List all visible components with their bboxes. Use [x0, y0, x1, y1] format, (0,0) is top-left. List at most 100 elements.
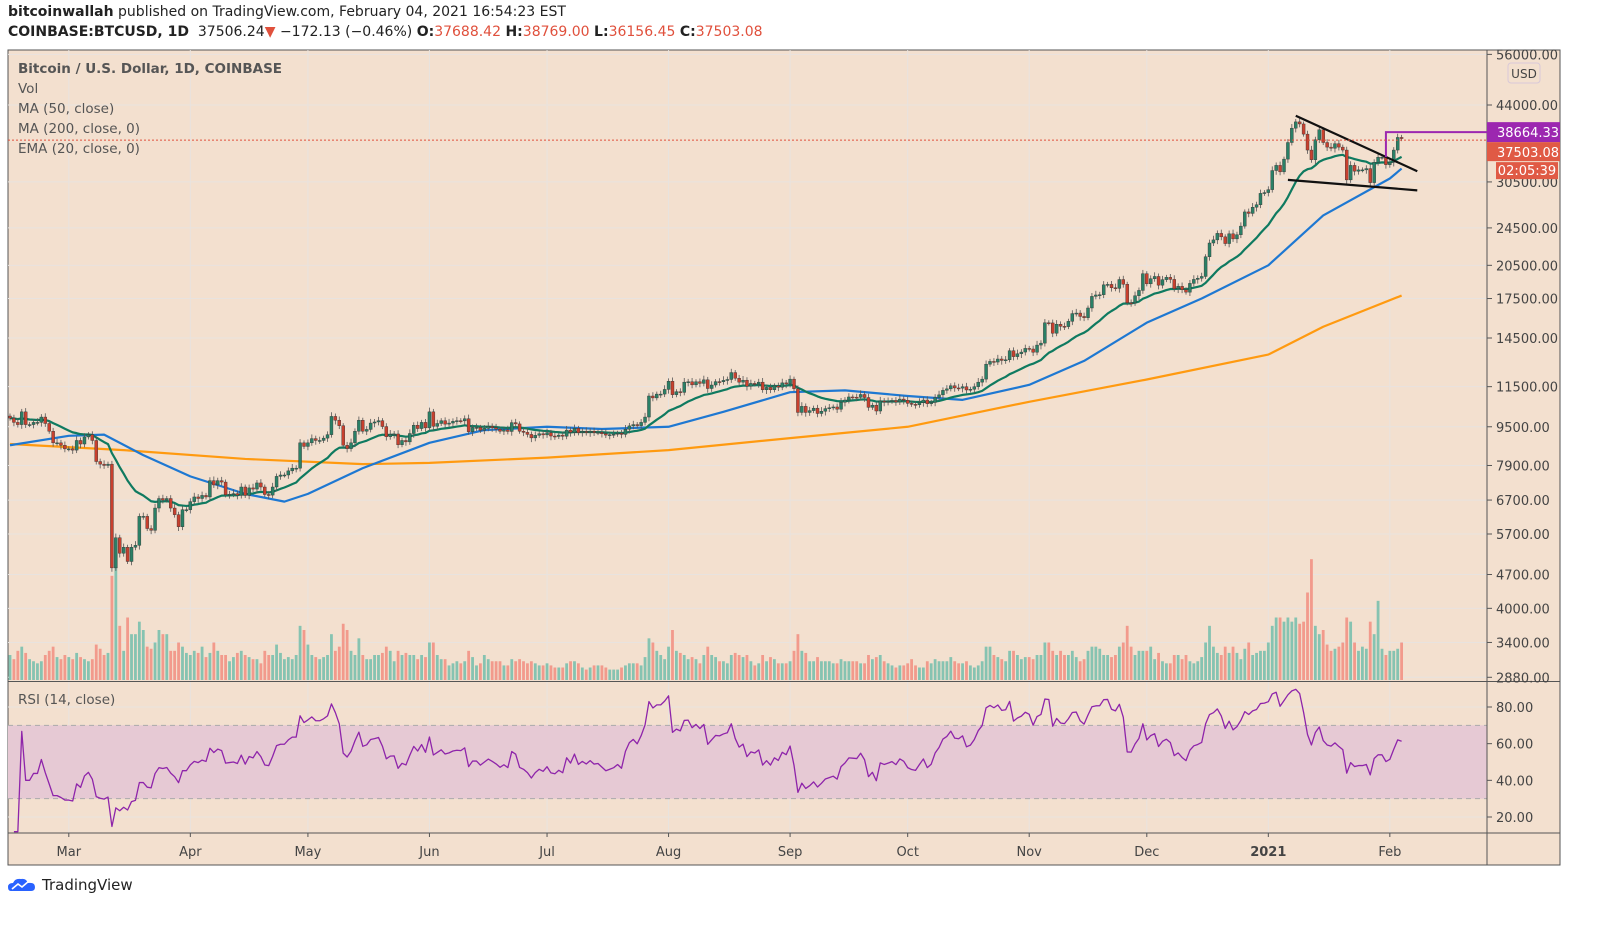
- candle-up: [631, 424, 635, 427]
- candle-up: [27, 424, 32, 426]
- volume-bar: [584, 669, 588, 680]
- volume-bar: [1047, 642, 1051, 680]
- candle-down: [549, 432, 553, 437]
- candle-up: [666, 381, 671, 390]
- volume-bar: [678, 652, 682, 680]
- volume-bar: [635, 663, 639, 680]
- candle-up: [255, 482, 259, 490]
- volume-bar: [79, 657, 82, 680]
- candle-up: [1199, 276, 1204, 279]
- candle-up: [1262, 192, 1267, 194]
- candle-down: [882, 400, 886, 403]
- volume-bar: [20, 646, 24, 680]
- candle-down: [345, 445, 349, 449]
- candle-up: [960, 386, 965, 389]
- candle-up: [129, 547, 134, 562]
- candle-up: [1254, 204, 1259, 208]
- volume-bar: [529, 661, 533, 680]
- volume-bar: [1035, 655, 1039, 680]
- volume-bar: [643, 657, 647, 680]
- volume-bar: [102, 655, 106, 680]
- candle-up: [114, 537, 118, 569]
- candle-up: [1090, 296, 1094, 309]
- candle-down: [333, 416, 338, 421]
- volume-bar: [588, 667, 592, 680]
- candle-up: [180, 509, 185, 527]
- candle-up: [1117, 279, 1122, 289]
- volume-bar: [957, 663, 961, 680]
- volume-bar: [1055, 655, 1059, 680]
- candle-down: [466, 418, 471, 432]
- candle-up: [980, 378, 984, 383]
- volume-bar: [188, 655, 192, 680]
- candle-up: [886, 401, 890, 403]
- volume-bar: [835, 663, 839, 680]
- volume-bar: [1031, 659, 1035, 680]
- volume-bar: [106, 652, 110, 680]
- candle-up: [580, 431, 585, 434]
- volume-bar: [475, 665, 478, 680]
- legend-ma200[interactable]: MA (200, close, 0): [18, 121, 141, 137]
- candle-up: [749, 383, 753, 387]
- legend-ma50[interactable]: MA (50, close): [18, 101, 115, 117]
- volume-bar: [996, 657, 1000, 680]
- low-value: 36156.45: [608, 24, 676, 40]
- volume-bar: [1290, 621, 1294, 680]
- candle-up: [357, 420, 361, 432]
- price-tick-label: 17500.00: [1496, 293, 1558, 308]
- candle-up: [365, 429, 369, 432]
- volume-bar: [502, 665, 506, 680]
- last-price-label-bg: [1487, 142, 1560, 162]
- volume-bar: [145, 646, 149, 680]
- candle-up: [1313, 139, 1318, 160]
- candle-down: [47, 423, 51, 432]
- volume-bar: [745, 655, 749, 680]
- candle-down: [1047, 322, 1051, 324]
- volume-bar: [1168, 663, 1172, 680]
- candle-up: [596, 432, 600, 434]
- candle-down: [1113, 287, 1118, 289]
- volume-bar: [1063, 655, 1066, 680]
- volume-bar: [792, 650, 796, 680]
- time-tick-label: Apr: [179, 845, 202, 860]
- low-label: L:: [594, 24, 609, 40]
- volume-bar: [573, 661, 576, 680]
- legend-ema20[interactable]: EMA (20, close, 0): [18, 141, 140, 157]
- candle-down: [835, 406, 839, 410]
- volume-bar: [141, 630, 145, 680]
- time-tick-label: Nov: [1017, 845, 1043, 860]
- candle-up: [564, 429, 569, 437]
- tradingview-logo[interactable]: TradingView: [8, 876, 133, 894]
- candle-down: [110, 463, 114, 569]
- volume-bar: [87, 661, 90, 680]
- candle-down: [384, 426, 389, 437]
- candle-up: [55, 442, 59, 445]
- candle-up: [447, 422, 451, 425]
- candle-down: [796, 388, 800, 413]
- candle-down: [212, 480, 216, 486]
- legend-rsi[interactable]: RSI (14, close): [18, 692, 116, 708]
- volume-bar: [906, 663, 910, 680]
- volume-bar: [510, 659, 514, 680]
- open-value: 37688.42: [434, 24, 501, 40]
- candle-up: [1266, 189, 1271, 193]
- volume-bar: [467, 650, 471, 680]
- volume-bar: [675, 650, 678, 680]
- volume-bar: [271, 655, 275, 680]
- volume-bar: [149, 648, 153, 680]
- candle-down: [1341, 146, 1345, 151]
- volume-bar: [1051, 650, 1055, 680]
- volume-bar: [702, 655, 706, 680]
- legend-vol[interactable]: Vol: [18, 81, 39, 97]
- volume-bar: [216, 650, 220, 680]
- candle-up: [133, 545, 138, 548]
- volume-bar: [827, 661, 831, 680]
- volume-bar: [1208, 625, 1211, 680]
- volume-bar: [388, 650, 392, 680]
- volume-bar: [761, 655, 765, 680]
- candle-up: [686, 381, 690, 383]
- candle-down: [90, 434, 95, 441]
- rsi-tick-label: 80.00: [1496, 701, 1533, 716]
- candle-up: [608, 434, 612, 436]
